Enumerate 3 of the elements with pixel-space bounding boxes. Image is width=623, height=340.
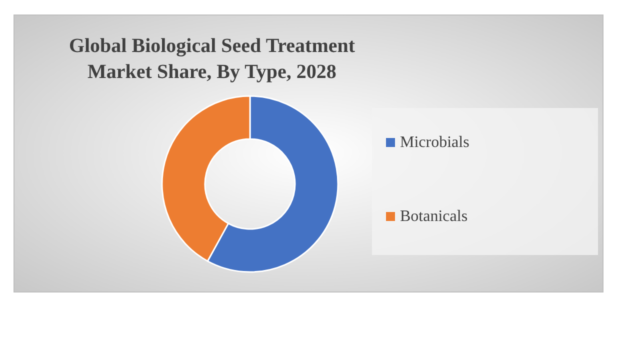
legend-label: Microbials — [400, 134, 470, 151]
legend-label: Botanicals — [400, 208, 468, 225]
chart-title: Global Biological Seed Treatment Market Share, By Type, 2028 — [68, 35, 356, 83]
